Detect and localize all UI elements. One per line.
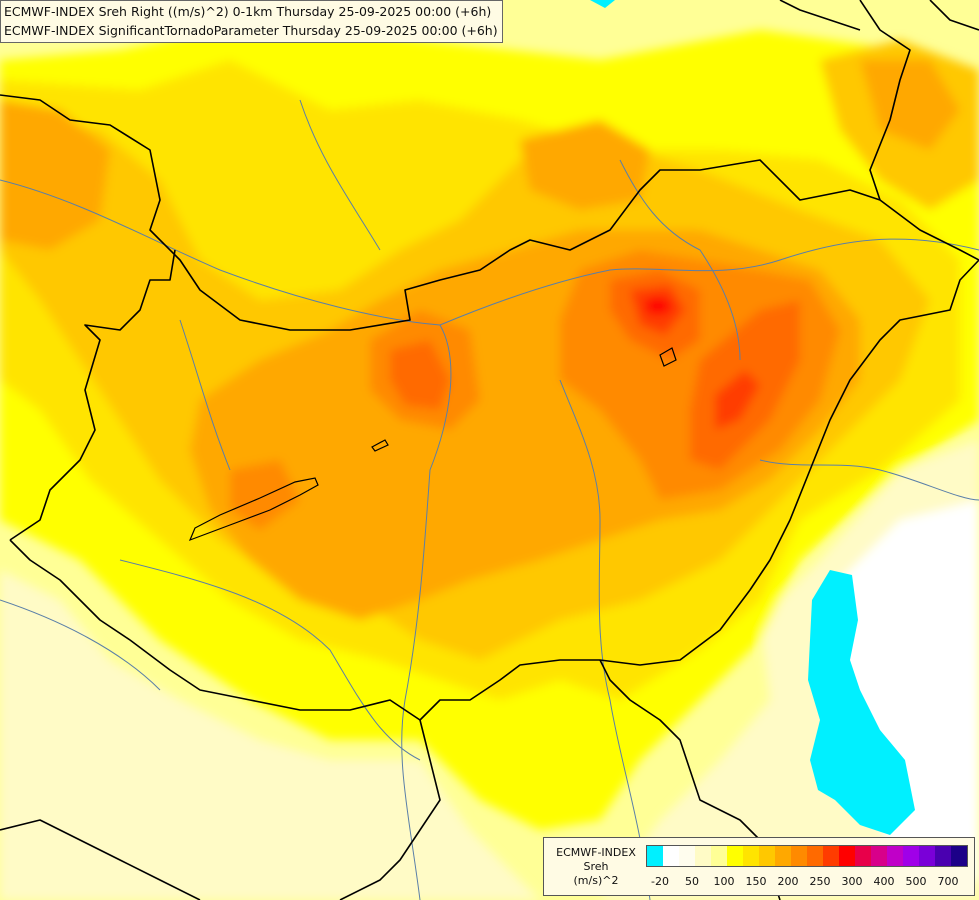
legend-swatch — [647, 846, 663, 866]
legend-tick-label: 250 — [809, 875, 831, 888]
field-red-orange — [390, 340, 450, 410]
legend-caption-units: (m/s)^2 — [573, 874, 619, 887]
legend-swatch — [759, 846, 775, 866]
legend-tick-label: 300 — [841, 875, 863, 888]
lake-outline-small — [371, 439, 389, 452]
legend-swatch — [695, 846, 711, 866]
legend-tick-label: 150 — [745, 875, 767, 888]
legend-tick-label: 200 — [777, 875, 799, 888]
border-line-3 — [9, 249, 176, 541]
border-line-8 — [0, 819, 201, 900]
map-title-line-1: ECMWF-INDEX Sreh Right ((m/s)^2) 0-1km T… — [4, 4, 492, 19]
legend-tick-label: 400 — [873, 875, 895, 888]
legend-swatch — [775, 846, 791, 866]
legend-swatch — [823, 846, 839, 866]
map-title-line-2: ECMWF-INDEX SignificantTornadoParameter … — [4, 23, 498, 38]
legend-tick-labels: -20 50 100 150 200 250 300 400 500 700 — [646, 875, 970, 889]
field-red-core-2 — [715, 370, 760, 430]
legend-swatch — [951, 846, 967, 866]
lake-outline — [188, 477, 319, 542]
legend-swatch — [871, 846, 887, 866]
field-orange-north — [520, 120, 650, 210]
legend-caption-variable: Sreh — [583, 860, 609, 873]
legend-tick-label: 100 — [713, 875, 735, 888]
field-orange-west — [0, 100, 110, 250]
field-cyan-negative — [808, 570, 915, 835]
border-line-4 — [859, 0, 911, 201]
field-max-core — [644, 297, 672, 315]
legend-tick-label: -20 — [651, 875, 669, 888]
legend-tick-label: 50 — [685, 875, 699, 888]
field-pale-south — [0, 570, 540, 900]
legend-caption: ECMWF-INDEX Sreh (m/s)^2 — [548, 846, 644, 888]
legend-swatch — [743, 846, 759, 866]
border-line-1 — [0, 94, 979, 331]
field-dark-orange-small — [230, 460, 300, 530]
legend-swatch — [839, 846, 855, 866]
border-line-9 — [929, 0, 979, 31]
legend-swatch — [855, 846, 871, 866]
field-white-east — [820, 500, 979, 880]
lake-outline-east — [659, 347, 677, 367]
legend-swatch — [711, 846, 727, 866]
legend-swatch — [887, 846, 903, 866]
field-orange-northeast — [860, 60, 960, 150]
color-legend: ECMWF-INDEX Sreh (m/s)^2 -20 50 100 150 200 2… — [543, 837, 975, 896]
legend-tick-label: 700 — [937, 875, 959, 888]
legend-swatch — [791, 846, 807, 866]
legend-swatch — [807, 846, 823, 866]
border-line-2 — [9, 259, 979, 721]
legend-swatch — [679, 846, 695, 866]
legend-caption-source: ECMWF-INDEX — [556, 846, 636, 859]
legend-swatch — [935, 846, 951, 866]
border-line-5 — [779, 0, 861, 31]
lakes — [188, 347, 677, 542]
legend-swatch — [663, 846, 679, 866]
legend-tick-label: 500 — [905, 875, 927, 888]
border-line-7 — [339, 719, 441, 900]
rivers — [0, 99, 979, 900]
field-cyan-north — [590, 0, 615, 8]
legend-swatch — [727, 846, 743, 866]
legend-swatch — [919, 846, 935, 866]
map-title-box: ECMWF-INDEX Sreh Right ((m/s)^2) 0-1km T… — [0, 0, 503, 43]
sreh-field — [0, 20, 979, 900]
legend-swatch — [903, 846, 919, 866]
border-line-6 — [599, 659, 781, 900]
legend-color-bar — [646, 845, 968, 867]
